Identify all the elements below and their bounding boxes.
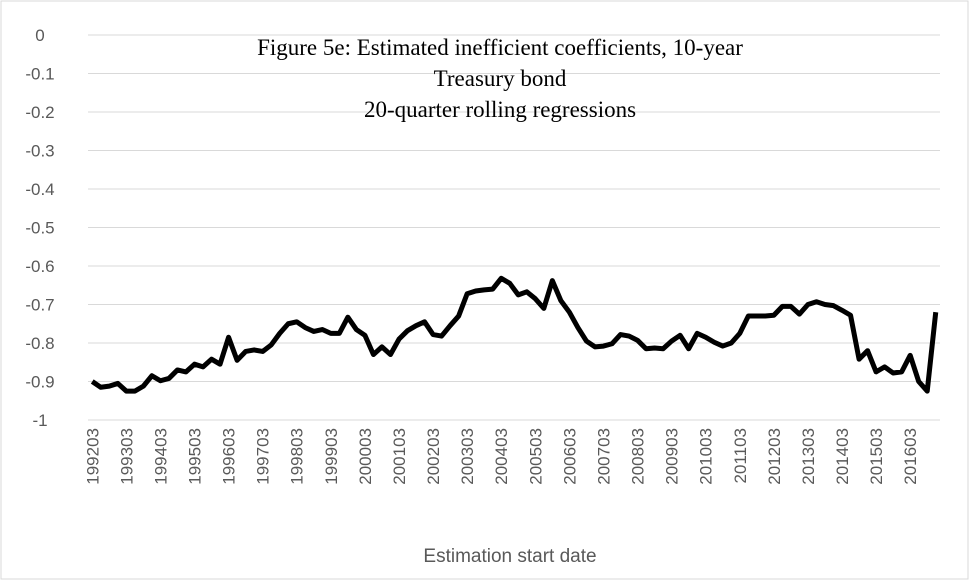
chart-title: Treasury bond: [434, 66, 567, 91]
y-tick-label: -0.7: [25, 296, 54, 315]
x-tick-label: 201303: [799, 428, 818, 485]
x-tick-label: 200503: [526, 428, 545, 485]
y-tick-label: -0.1: [25, 65, 54, 84]
y-tick-label: 0: [35, 26, 44, 45]
x-tick-label: 199303: [117, 428, 136, 485]
x-tick-label: 200203: [424, 428, 443, 485]
x-tick-label: 201603: [901, 428, 920, 485]
x-tick-label: 199803: [288, 428, 307, 485]
y-tick-label: -0.6: [25, 257, 54, 276]
x-tick-label: 200603: [560, 428, 579, 485]
x-tick-label: 201503: [867, 428, 886, 485]
y-tick-label: -1: [32, 411, 47, 430]
x-tick-label: 200903: [663, 428, 682, 485]
x-tick-label: 201003: [697, 428, 716, 485]
x-tick-label: 199503: [186, 428, 205, 485]
y-tick-label: -0.9: [25, 373, 54, 392]
x-tick-label: 201103: [731, 428, 750, 483]
data-line: [90, 275, 939, 394]
x-tick-label: 200303: [458, 428, 477, 485]
x-tick-label: 199403: [151, 428, 170, 485]
y-tick-label: -0.3: [25, 142, 54, 161]
y-tick-label: -0.8: [25, 334, 54, 353]
y-tick-label: -0.5: [25, 219, 54, 238]
y-tick-label: -0.4: [25, 180, 54, 199]
x-tick-label: 200003: [356, 428, 375, 485]
x-axis-title: Estimation start date: [423, 546, 596, 567]
x-tick-label: 199603: [220, 428, 239, 485]
x-tick-label: 201203: [765, 428, 784, 485]
x-tick-label: 199203: [83, 428, 102, 485]
x-tick-label: 200703: [594, 428, 613, 485]
x-tick-label: 200103: [390, 428, 409, 485]
chart-title: Figure 5e: Estimated inefficient coeffic…: [257, 35, 743, 60]
y-tick-label: -0.2: [25, 103, 54, 122]
x-tick-label: 200403: [492, 428, 511, 485]
chart-title: 20-quarter rolling regressions: [364, 97, 636, 122]
x-tick-label: 199703: [254, 428, 273, 485]
x-tick-label: 200803: [629, 428, 648, 485]
x-tick-label: 201403: [833, 428, 852, 485]
x-tick-label: 199903: [322, 428, 341, 485]
